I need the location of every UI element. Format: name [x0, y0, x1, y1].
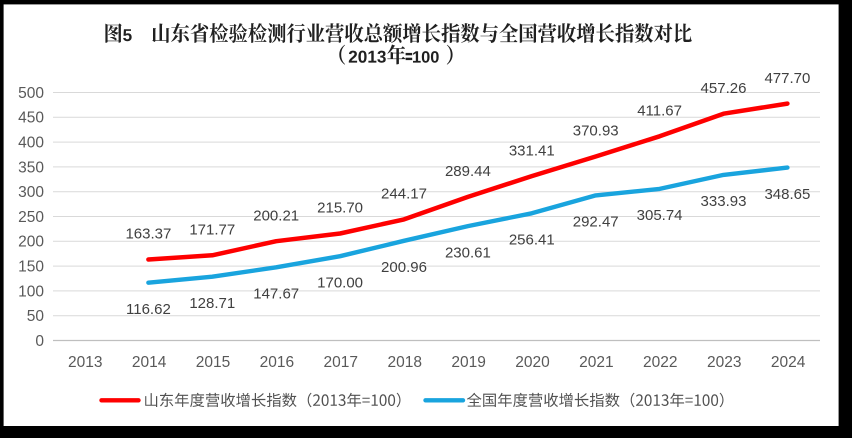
svg-text:411.67: 411.67 [637, 103, 682, 120]
svg-text:300: 300 [18, 184, 44, 201]
svg-text:230.61: 230.61 [445, 244, 491, 261]
svg-text:250: 250 [18, 209, 44, 226]
svg-text:0: 0 [35, 333, 44, 350]
svg-text:500: 500 [18, 85, 44, 102]
svg-text:244.17: 244.17 [381, 186, 427, 203]
svg-text:348.65: 348.65 [764, 186, 810, 203]
svg-text:2018: 2018 [387, 354, 421, 371]
svg-text:477.70: 477.70 [764, 70, 810, 87]
svg-text:289.44: 289.44 [445, 163, 491, 180]
svg-text:170.00: 170.00 [317, 274, 363, 291]
svg-text:256.41: 256.41 [509, 232, 555, 249]
svg-text:50: 50 [27, 308, 45, 325]
svg-text:2022: 2022 [643, 354, 677, 371]
svg-text:450: 450 [18, 110, 44, 127]
svg-text:2014: 2014 [132, 354, 167, 371]
svg-text:2016: 2016 [260, 354, 294, 371]
svg-text:457.26: 457.26 [701, 80, 747, 97]
svg-text:116.62: 116.62 [126, 301, 171, 318]
svg-text:2017: 2017 [324, 354, 358, 371]
svg-text:2013: 2013 [68, 354, 102, 371]
svg-text:200: 200 [18, 234, 44, 251]
svg-text:215.70: 215.70 [317, 200, 363, 217]
svg-text:370.93: 370.93 [573, 123, 619, 140]
svg-text:400: 400 [18, 135, 44, 152]
svg-text:200.21: 200.21 [253, 207, 299, 224]
svg-text:350: 350 [18, 159, 44, 176]
svg-text:150: 150 [18, 259, 44, 276]
svg-text:163.37: 163.37 [125, 226, 171, 243]
svg-text:333.93: 333.93 [701, 193, 747, 210]
svg-text:292.47: 292.47 [573, 214, 619, 231]
svg-text:128.71: 128.71 [189, 295, 235, 312]
svg-text:2023: 2023 [707, 354, 741, 371]
svg-text:147.67: 147.67 [253, 286, 299, 303]
svg-text:2015: 2015 [196, 354, 230, 371]
svg-text:305.74: 305.74 [637, 207, 683, 224]
svg-text:200.96: 200.96 [381, 259, 427, 276]
svg-text:171.77: 171.77 [189, 222, 235, 239]
svg-text:331.41: 331.41 [509, 142, 555, 159]
svg-text:2021: 2021 [579, 354, 613, 371]
svg-text:2020: 2020 [515, 354, 550, 371]
svg-text:100: 100 [18, 283, 44, 300]
svg-text:2024: 2024 [771, 354, 806, 371]
svg-text:2019: 2019 [451, 354, 485, 371]
